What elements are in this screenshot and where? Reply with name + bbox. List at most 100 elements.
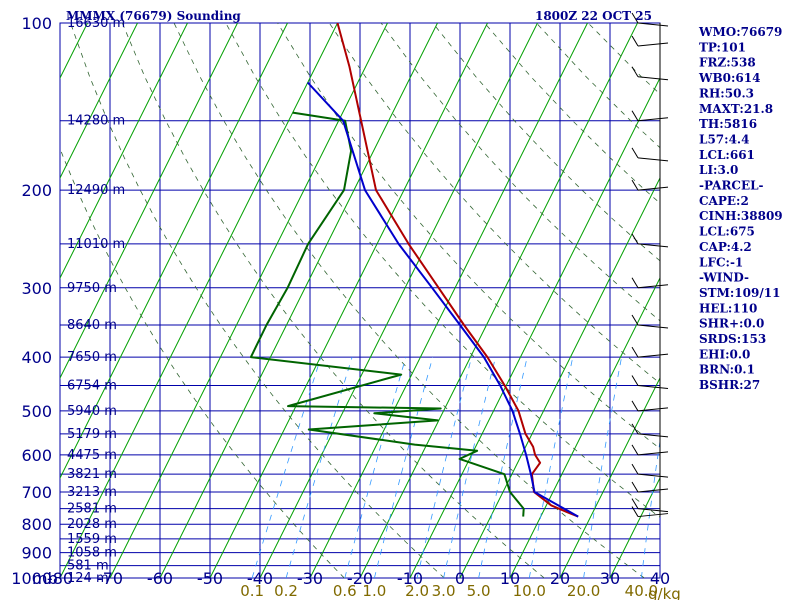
isotherm-line (509, 276, 660, 578)
isotherm-line (309, 23, 588, 578)
temperature-tick-label: 10 (500, 569, 520, 588)
dry-adiabat (70, 23, 445, 578)
wind-barb (637, 513, 669, 518)
wind-barb-flag (631, 423, 639, 435)
wind-barb-flag (631, 314, 639, 326)
index-value: WB0:614 (698, 71, 760, 85)
height-label: 9750 m (67, 281, 117, 296)
pressure-tick-label: 900 (21, 544, 52, 563)
pressure-tick-label: 100 (21, 14, 52, 33)
isotherm-line (459, 176, 660, 578)
wind-barb (637, 157, 669, 162)
pressure-unit-label: mb (32, 569, 58, 588)
index-value: FRZ:538 (699, 56, 756, 70)
height-label: 3213 m (67, 485, 117, 500)
wind-barb (637, 76, 669, 81)
index-value: MAXT:21.8 (699, 102, 773, 116)
index-value: SHR+:0.0 (699, 317, 764, 331)
height-label: 5940 m (67, 404, 117, 419)
pressure-tick-label: 700 (21, 483, 52, 502)
mixing-ratio-label: 0.1 (240, 582, 264, 600)
wind-barb-flag (631, 444, 639, 456)
wind-barb-flag (631, 110, 639, 121)
index-value: LCL:675 (699, 225, 755, 239)
temperature-tick-label: -40 (247, 569, 273, 588)
wind-barb (637, 433, 669, 438)
isotherm-line (359, 23, 638, 578)
temperature-tick-label: -70 (97, 569, 123, 588)
mixing-ratio-line (443, 357, 496, 578)
wind-barb (637, 473, 669, 478)
height-label: 8640 m (67, 318, 117, 333)
wind-barb-flag (631, 35, 639, 47)
wind-barb (637, 243, 669, 248)
height-label: 581 m (67, 559, 109, 574)
wind-barb (637, 508, 669, 513)
wind-barb (637, 353, 669, 358)
pressure-tick-label: 400 (21, 348, 52, 367)
index-value: CINH:38809 (699, 209, 783, 223)
mixing-ratio-label: 5.0 (467, 582, 491, 600)
mixing-ratio-label: 20.0 (567, 582, 600, 600)
dry-adiabat (328, 23, 660, 384)
mixing-ratio-line (251, 356, 322, 578)
mixing-ratio-line (528, 357, 574, 578)
mixing-ratio-unit-label: g/kg (648, 585, 681, 600)
pressure-tick-label: 200 (21, 181, 52, 200)
height-label: 5179 m (67, 427, 117, 442)
wind-barb (637, 451, 669, 456)
wind-barb-flag (631, 481, 639, 493)
temperature-tick-label: 0 (455, 569, 465, 588)
index-value: -PARCEL- (699, 179, 764, 193)
wind-barb-flag (631, 375, 639, 386)
isotherm-line (60, 23, 338, 578)
index-value: LI:3.0 (699, 163, 738, 177)
mixing-ratio-label: 3.0 (432, 582, 456, 600)
isotherm-line (209, 23, 488, 578)
wind-barb-flag (631, 12, 639, 24)
mixing-ratio-line (344, 356, 407, 578)
height-label: 11010 m (67, 237, 125, 252)
wind-barb-flag (631, 277, 639, 289)
index-value: LFC:-1 (699, 255, 743, 269)
index-value: BSHR:27 (699, 378, 760, 392)
wind-barb-flag (631, 346, 639, 358)
isotherm-line (259, 23, 538, 578)
isotherm-line (409, 76, 660, 578)
wind-barb-flag (631, 147, 639, 159)
temperature-tick-label: -50 (197, 569, 223, 588)
index-value: TP:101 (699, 40, 746, 54)
wind-barb (637, 407, 669, 412)
series-parcel-line (306, 81, 579, 518)
height-label: 1559 m (67, 532, 117, 547)
index-value: HEL:110 (699, 301, 757, 315)
index-value: L57:4.4 (699, 132, 749, 146)
mixing-ratio-label: 0.2 (274, 582, 298, 600)
index-value: RH:50.3 (699, 86, 754, 100)
adiabat-layer (60, 23, 660, 578)
temperature-tick-label: -80 (47, 569, 73, 588)
height-label: 4475 m (67, 448, 117, 463)
axis-labels: -80 -70 -60 -50 -40 -30 -20 -10 0 10 20 30 40 100 200 3… (11, 14, 670, 600)
height-label: 12490 m (67, 183, 125, 198)
index-value: EHI:0.0 (699, 347, 750, 361)
dry-adiabat (173, 23, 645, 578)
mixing-ratio-line (416, 356, 472, 578)
temperature-tick-label: -20 (347, 569, 373, 588)
wind-barb-flag (631, 463, 639, 475)
mixing-ratio-line (285, 356, 353, 578)
height-label: 124 m (67, 571, 109, 586)
mixing-ratio-label: 2.0 (405, 582, 429, 600)
wind-barb-flag (631, 66, 639, 78)
index-value: CAP:4.2 (699, 240, 752, 254)
series-dewpoint-line (249, 111, 525, 517)
pressure-tick-label: 600 (21, 446, 52, 465)
pressure-tick-label: 1000 (11, 569, 52, 588)
height-label: 14280 m (67, 114, 125, 129)
isotherm-line (109, 23, 388, 578)
mixing-ratio-line (583, 357, 622, 578)
chart-valid-time: 1800Z 22 OCT 25 (535, 9, 652, 23)
wind-barb (637, 22, 669, 27)
